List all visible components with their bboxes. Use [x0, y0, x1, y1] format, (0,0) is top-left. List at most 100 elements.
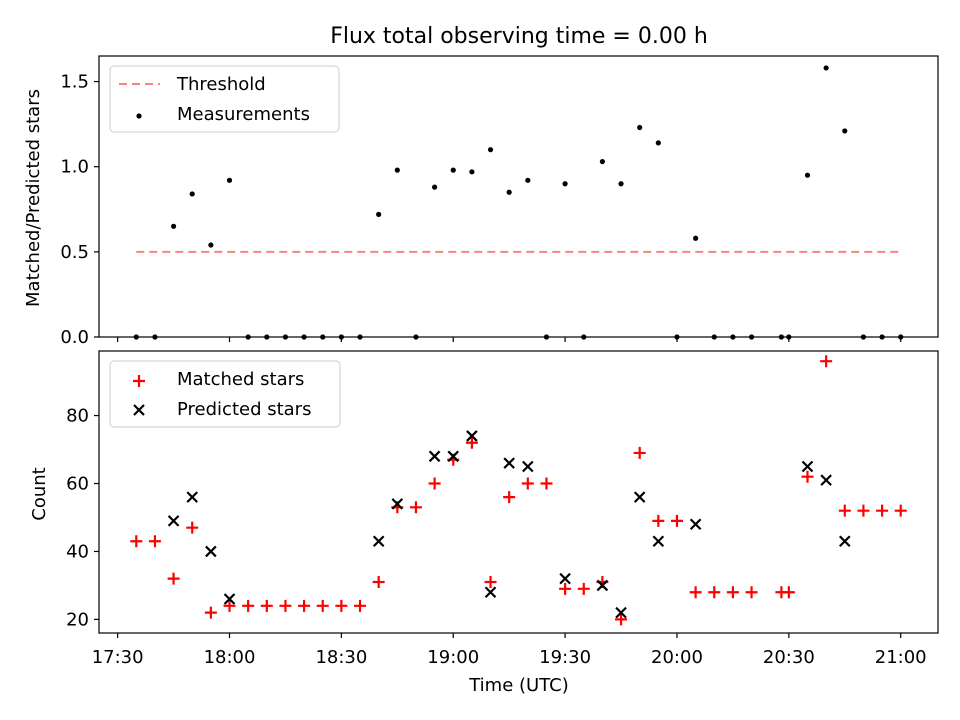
matched-star-point — [633, 446, 646, 459]
predicted-star-point — [466, 430, 478, 442]
matched-star-point — [857, 504, 870, 517]
predicted-star-point — [633, 491, 646, 503]
bottom-legend-box — [109, 360, 341, 428]
x-tick-label: 20:00 — [651, 647, 703, 668]
bottom-y-tick-label: 40 — [66, 541, 89, 562]
top-y-tick-label: 1.0 — [60, 157, 89, 178]
bottom-y-tick-label: 80 — [66, 406, 89, 427]
predicted-star-point — [391, 498, 404, 510]
bottom-panel-frame — [98, 350, 939, 634]
matched-star-point — [708, 586, 721, 599]
matched-star-point — [559, 582, 572, 595]
measurement-point — [823, 65, 829, 71]
x-tick-label: 19:00 — [427, 647, 479, 668]
legend-threshold-label: Threshold — [176, 74, 266, 95]
matched-star-point — [652, 514, 665, 527]
predicted-star-point — [820, 474, 832, 486]
measurement-point — [655, 140, 661, 146]
matched-star-point — [428, 477, 441, 490]
bottom-y-tick-label: 20 — [66, 609, 89, 630]
matched-star-point — [670, 514, 683, 527]
bottom-legend: Matched stars Predicted stars — [109, 360, 341, 428]
measurement-point — [637, 124, 643, 131]
matched-star-point — [801, 470, 814, 483]
predicted-star-point — [801, 460, 814, 473]
predicted-star-point — [167, 515, 180, 527]
predicted-star-point — [652, 535, 665, 548]
measurement-point — [693, 235, 699, 241]
measurement-point — [618, 181, 624, 187]
matched-star-point — [409, 501, 422, 514]
measurement-point — [394, 167, 400, 173]
top-panel-frame — [98, 55, 939, 338]
matched-star-point — [223, 599, 236, 612]
predicted-star-point — [596, 579, 609, 592]
measurement-point — [804, 172, 811, 178]
predicted-star-point — [484, 586, 497, 599]
bottom-panel-plot-area: 17:30 18:00 18:30 19:00 19:30 20:00 20:30 21:00… — [66, 355, 927, 668]
top-legend: Threshold Measurements — [109, 65, 340, 133]
predicted-star-point — [372, 535, 385, 548]
matched-star-point — [372, 576, 385, 589]
matched-star-point — [615, 613, 628, 626]
matched-star-point — [689, 586, 702, 599]
x-axis-label: Time (UTC) — [468, 675, 569, 696]
predicted-star-point — [428, 450, 441, 463]
measurement-point — [208, 242, 214, 248]
measurement-point — [170, 223, 177, 229]
matched-star-point — [484, 576, 497, 589]
x-tick-label: 21:00 — [875, 647, 927, 668]
top-y-tick-label: 0.0 — [60, 327, 89, 348]
matched-star-point — [726, 586, 739, 599]
bottom-y-tick-label: 60 — [66, 474, 89, 495]
measurement-point — [450, 167, 456, 173]
matched-star-point — [298, 599, 311, 612]
predicted-star-point — [559, 572, 571, 585]
matched-star-point — [335, 599, 348, 612]
matched-star-point — [186, 521, 199, 534]
matched-star-point — [838, 504, 851, 517]
predicted-star-point — [689, 518, 702, 531]
top-y-tick-label: 1.5 — [60, 72, 89, 93]
matched-star-point — [820, 355, 833, 368]
matched-star-point — [354, 599, 367, 612]
matched-star-point — [521, 477, 534, 490]
matched-star-point — [279, 599, 292, 612]
measurement-point — [376, 211, 382, 217]
measurement-point — [525, 177, 531, 183]
matched-star-point — [167, 572, 180, 585]
x-tick-label: 20:30 — [763, 647, 815, 668]
legend-predicted-swatch — [133, 404, 145, 416]
x-tick-label: 18:00 — [204, 647, 256, 668]
bottom-y-axis-label: Count — [29, 467, 50, 520]
measurement-point — [562, 181, 568, 187]
top-y-axis-label: Matched/Predicted stars — [23, 89, 44, 307]
measurement-point — [226, 177, 233, 183]
measurement-point — [599, 158, 606, 165]
matched-star-point — [465, 436, 478, 449]
predicted-star-point — [223, 593, 236, 605]
x-tick-label: 19:30 — [539, 647, 591, 668]
measurement-point — [487, 147, 494, 153]
predicted-star-point — [447, 450, 460, 463]
predicted-star-point — [205, 545, 217, 558]
predicted-star-point — [503, 457, 515, 469]
measurement-point — [506, 189, 512, 195]
matched-star-point — [540, 477, 553, 490]
legend-matched-swatch — [133, 375, 145, 387]
measurement-point — [189, 191, 195, 197]
matched-star-point — [148, 535, 161, 548]
matched-star-point — [782, 586, 795, 599]
legend-measurements-swatch — [136, 113, 142, 119]
measurement-point — [469, 169, 475, 175]
legend-matched-label: Matched stars — [177, 369, 304, 390]
matched-star-point — [130, 535, 143, 548]
predicted-star-point — [839, 535, 851, 548]
x-tick-label: 17:30 — [92, 647, 144, 668]
matched-star-point — [260, 599, 273, 612]
top-legend-box — [109, 65, 340, 133]
legend-predicted-label: Predicted stars — [177, 399, 311, 420]
x-tick-label: 18:30 — [315, 647, 367, 668]
matched-star-point — [745, 586, 758, 599]
figure-title: Flux total observing time = 0.00 h — [330, 24, 708, 49]
